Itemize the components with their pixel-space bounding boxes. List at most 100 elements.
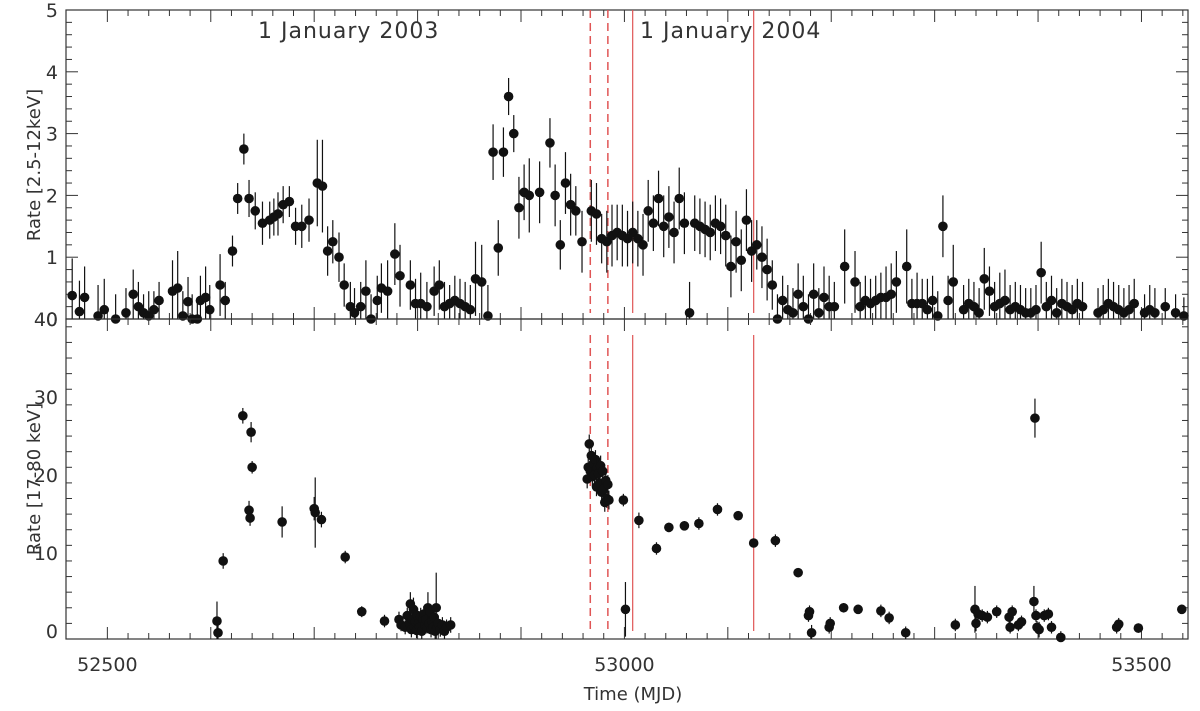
top-data-point	[498, 147, 509, 157]
annotation-jan-2004: 1 January 2004	[640, 19, 821, 44]
bottom-ytick-label: 30	[34, 387, 58, 409]
top-data-point	[99, 304, 110, 315]
top-data-point	[932, 311, 943, 321]
top-data-point	[984, 286, 995, 296]
top-data-point	[204, 304, 215, 315]
top-data-point	[731, 236, 741, 247]
bottom-data-point	[982, 612, 993, 622]
top-data-point	[227, 246, 238, 256]
bottom-data-point	[884, 613, 894, 623]
bottom-data-point	[876, 606, 886, 616]
top-data-point	[1031, 304, 1041, 315]
bottom-data-point	[712, 504, 723, 515]
top-data-point	[382, 286, 393, 296]
top-data-point	[121, 308, 131, 318]
bottom-ytick-label: 40	[34, 309, 58, 331]
top-data-point	[643, 206, 653, 216]
top-data-point	[250, 206, 261, 216]
bottom-data-point	[246, 427, 256, 437]
top-data-point	[488, 147, 498, 157]
top-data-point	[361, 286, 371, 296]
bottom-data-point	[1043, 609, 1054, 619]
bottom-data-point	[379, 616, 390, 626]
top-data-point	[577, 236, 587, 247]
bottom-data-point	[1046, 622, 1057, 633]
bottom-data-point	[793, 567, 803, 578]
top-ytick-label: 5	[46, 0, 58, 22]
bottom-data-point	[316, 514, 327, 525]
bottom-data-point	[603, 479, 613, 490]
bottom-data-point	[971, 618, 981, 629]
bottom-data-point	[679, 521, 690, 531]
top-data-point	[257, 218, 268, 229]
top-data-point	[901, 261, 912, 272]
top-data-point	[798, 301, 809, 312]
top-data-point	[1179, 311, 1189, 321]
bottom-data-point	[445, 620, 456, 630]
top-data-point	[555, 240, 566, 250]
top-data-point	[534, 187, 545, 198]
bottom-data-point	[853, 604, 863, 615]
top-data-point	[751, 240, 762, 250]
top-data-point	[938, 221, 948, 232]
top-data-point	[1051, 308, 1062, 318]
bottom-ytick-label: 10	[34, 543, 58, 565]
bottom-data-point	[1176, 604, 1187, 615]
bottom-data-point	[804, 606, 815, 617]
top-data-point	[273, 209, 283, 219]
top-data-point	[762, 264, 772, 275]
top-data-point	[571, 206, 581, 216]
top-data-point	[183, 296, 193, 307]
bottom-data-point	[212, 616, 222, 626]
bottom-data-point	[694, 518, 704, 529]
bottom-data-point	[664, 522, 674, 533]
bottom-data-point	[620, 604, 631, 615]
top-data-point	[67, 290, 78, 301]
bottom-data-point	[1133, 623, 1144, 633]
top-data-point	[922, 304, 933, 315]
bottom-data-point	[310, 507, 321, 518]
bottom-data-point	[244, 505, 254, 516]
top-panel-data-points	[67, 77, 1189, 324]
top-data-point	[1000, 295, 1010, 306]
top-data-point	[653, 193, 664, 204]
x-tick-label: 53000	[594, 654, 654, 676]
top-data-point	[839, 261, 850, 272]
top-data-point	[483, 311, 493, 321]
bottom-data-point	[238, 410, 248, 421]
x-tick-label: 53500	[1111, 654, 1171, 676]
top-ytick-label: 3	[46, 124, 58, 146]
x-axis-label: Time (MJD)	[583, 684, 683, 705]
bottom-data-point	[604, 495, 614, 505]
top-data-point	[726, 261, 736, 272]
top-ytick-label: 2	[46, 185, 58, 207]
top-data-point	[545, 138, 555, 148]
top-data-point	[503, 91, 514, 102]
top-data-point	[178, 311, 188, 321]
top-data-point	[819, 292, 829, 303]
top-data-point	[829, 301, 840, 312]
top-data-point	[850, 277, 860, 287]
top-data-point	[93, 311, 103, 321]
top-data-point	[948, 277, 959, 287]
top-data-point	[736, 255, 747, 266]
top-data-point	[215, 280, 225, 290]
top-data-point	[669, 227, 679, 238]
top-data-point	[524, 190, 535, 201]
bottom-data-point	[618, 495, 629, 505]
top-data-point	[715, 221, 726, 232]
top-data-point	[550, 190, 560, 201]
top-data-point	[220, 295, 231, 306]
bottom-data-point	[340, 552, 351, 562]
bottom-data-point	[825, 618, 836, 629]
top-data-point	[705, 227, 716, 238]
top-data-point	[149, 304, 159, 315]
top-data-point	[508, 128, 519, 139]
top-data-point	[1077, 301, 1088, 312]
top-data-point	[514, 202, 524, 213]
bottom-data-point	[1034, 624, 1044, 635]
top-data-point	[1036, 267, 1046, 278]
top-data-point	[405, 280, 416, 290]
bottom-panel-marker-lines	[589, 335, 755, 631]
